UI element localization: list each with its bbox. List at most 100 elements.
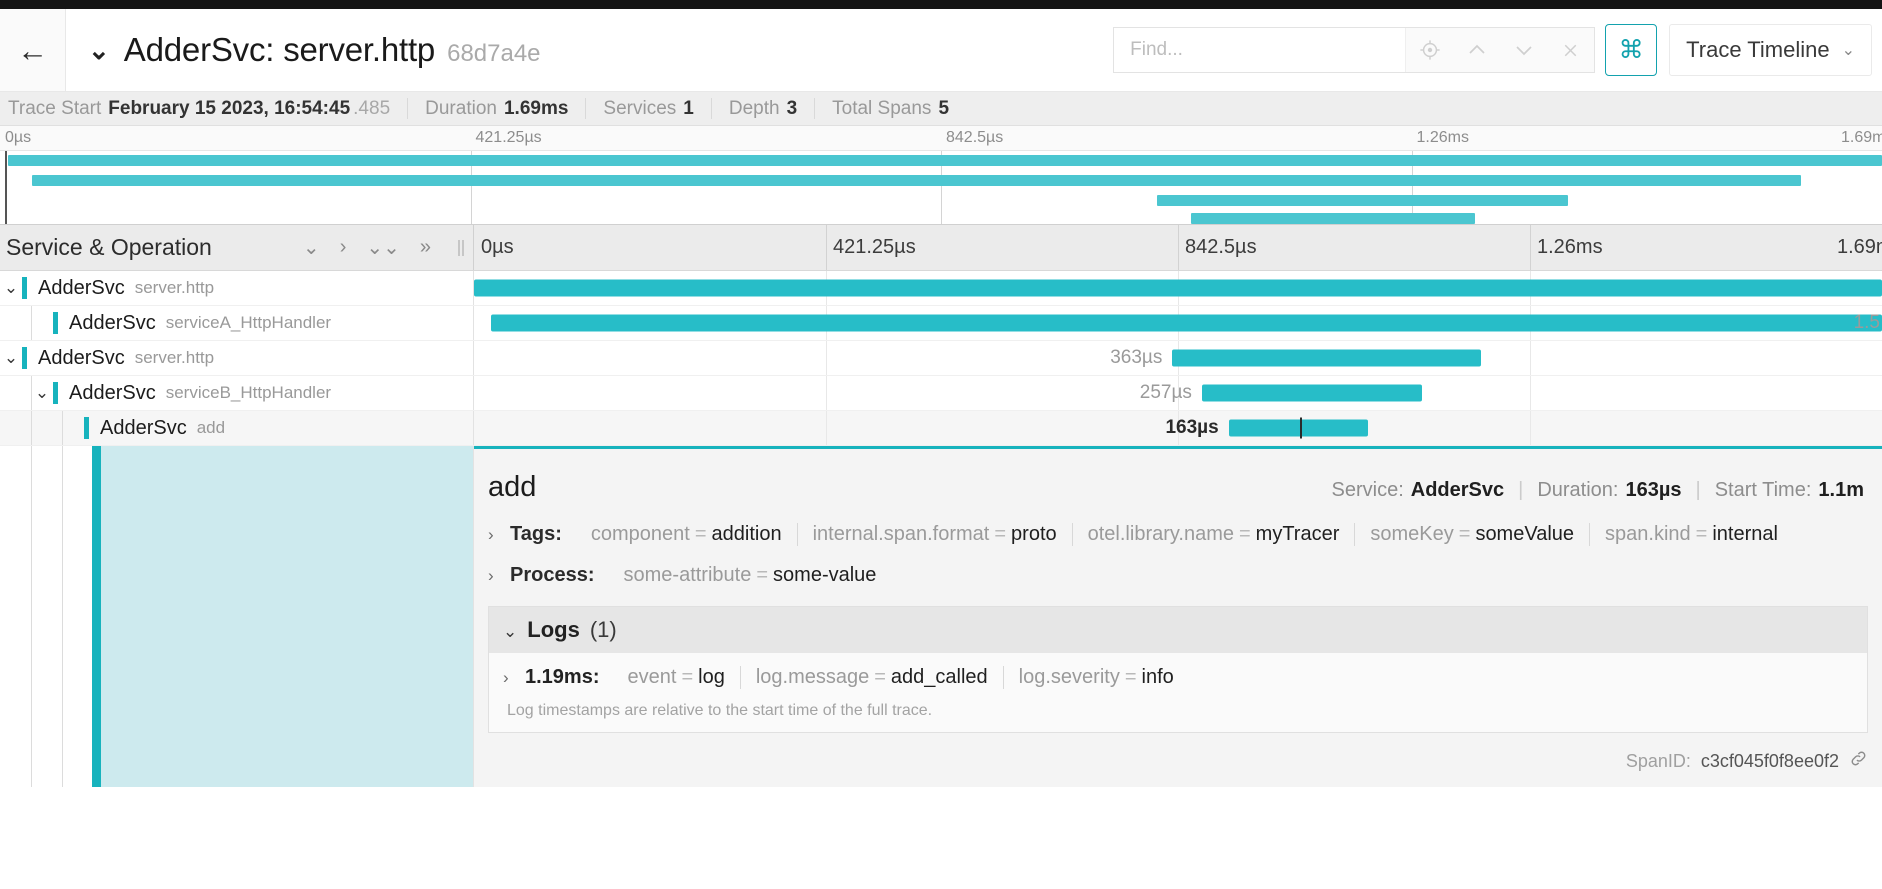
log-field-item: log.severity = info [1004,666,1189,689]
logs-note: Log timestamps are relative to the start… [507,702,933,719]
span-log-marker[interactable] [1300,417,1303,439]
span-duration-label: 257µs [1139,382,1192,403]
span-row-timeline[interactable]: 257µs [474,376,1882,410]
span-id-label: SpanID: [1625,750,1691,771]
log-field-key: event [627,666,677,688]
tag-key: internal.span.format [812,523,990,545]
double-chevron-down-icon[interactable]: ⌄⌄ [366,237,400,259]
span-row-label[interactable]: ⌄ AdderSvc server.http [0,271,474,305]
chevron-down-icon[interactable] [1500,28,1547,72]
span-row-timeline[interactable]: 163µs [474,411,1882,445]
double-chevron-right-icon[interactable]: » [419,236,431,258]
log-entry[interactable]: › 1.19ms: event = log log.message = add_called l… [489,653,1867,702]
span-operation-name: serviceB_HttpHandler [165,383,332,402]
chevron-right-icon[interactable]: › [488,525,494,544]
column-resize-handle[interactable] [458,239,464,256]
chevron-down-icon[interactable]: ⌄ [88,35,110,65]
span-expand-caret[interactable]: ⌄ [3,348,19,367]
view-mode-label: Trace Timeline [1686,37,1830,62]
trace-minimap[interactable]: 0µs 421.25µs 842.5µs 1.26ms 1.69ms [0,126,1882,225]
span-row-label[interactable]: ⌄ AdderSvc server.http [0,341,474,375]
span-duration-bar[interactable] [474,279,1882,297]
timeline-gridline [826,376,827,410]
chevron-right-icon[interactable]: › [503,668,509,687]
span-duration-bar[interactable] [490,314,1882,332]
chevron-down-icon[interactable]: ⌄ [302,237,320,259]
trace-info-label: Duration [425,98,497,119]
span-service-color-bar [22,277,27,299]
span-row[interactable]: AdderSvc add 163µs [0,411,1882,446]
log-timestamp: 1.19ms: [525,666,600,688]
span-service-name: AdderSvc [38,276,125,299]
minimap-drag-handle-left[interactable] [0,151,7,224]
trace-info-value: 3 [786,98,798,119]
keyboard-shortcut-icon[interactable]: ⌘ [1605,24,1658,76]
header-controls: ⌘ Trace Timeline ⌄ [1113,24,1882,76]
span-table-header: Service & Operation ⌄ › ⌄⌄ » 0µs 421.25µs… [0,225,1882,271]
trace-info-label: Services [603,98,677,119]
equals-sign: = [756,564,769,586]
span-row-timeline[interactable]: 363µs [474,341,1882,375]
duration-label: Duration: [1537,479,1619,501]
search-input[interactable] [1114,28,1406,72]
equals-sign: = [1238,523,1251,545]
span-logs-section: ⌄ Logs (1) › 1.19ms: event = log log.message =… [488,606,1868,733]
link-icon[interactable] [1849,749,1868,773]
trace-info-label: Depth [728,98,780,119]
log-field-value: info [1141,666,1174,688]
span-column-header: Service & Operation ⌄ › ⌄⌄ » [0,225,474,270]
span-row[interactable]: ⌄ AdderSvc server.http [0,271,1882,306]
service-label: Service: [1331,479,1404,501]
tag-value: someValue [1475,523,1575,545]
timeline-gridline [826,341,827,375]
process-key: some-attribute [623,564,752,586]
chevron-up-icon[interactable] [1453,28,1500,72]
timeline-tick-label: 842.5µs [1185,236,1257,258]
tag-value: myTracer [1255,523,1340,545]
minimap-body[interactable] [0,151,1882,225]
span-row-timeline[interactable]: 1.5 [474,306,1882,340]
minimap-gridline [470,151,472,224]
span-row-label[interactable]: AdderSvc serviceA_HttpHandler [0,306,474,340]
close-x-icon[interactable] [1547,28,1594,72]
back-button[interactable]: ← [0,9,66,91]
service-value: AdderSvc [1410,479,1505,501]
span-service-name: AdderSvc [69,381,156,404]
span-expand-caret[interactable]: ⌄ [3,278,19,297]
span-row[interactable]: AdderSvc serviceA_HttpHandler 1.5 [0,306,1882,341]
crosshair-target-icon[interactable] [1406,28,1453,72]
span-row-label[interactable]: ⌄ AdderSvc serviceB_HttpHandler [0,376,474,410]
chevron-right-icon[interactable]: › [339,236,347,258]
minimap-span-bar [7,155,1882,166]
span-expand-caret[interactable]: ⌄ [34,383,50,402]
span-operation-name: add [196,418,226,437]
window-top-strip [0,0,1882,9]
meta-divider: | [1695,479,1701,501]
span-detail-panel: add Service: AdderSvc | Duration: 163µs … [474,446,1882,787]
span-row-label[interactable]: AdderSvc add [0,411,474,445]
tag-item: span.kind = internal [1590,523,1793,546]
logs-header[interactable]: ⌄ Logs (1) [489,607,1867,653]
minimap-tick-label: 0µs [5,129,32,146]
span-duration-bar[interactable] [1228,419,1369,437]
span-accent-bar [92,446,101,787]
minimap-gridline [941,151,942,224]
minimap-tick-label: 1.69ms [1841,129,1882,146]
view-mode-select[interactable]: Trace Timeline ⌄ [1669,24,1872,76]
chevron-right-icon[interactable]: › [488,566,494,585]
span-detail-gutter [0,446,474,787]
tree-guide-line [31,376,32,410]
span-row[interactable]: ⌄ AdderSvc serviceB_HttpHandler 257µs [0,376,1882,411]
process-value: some-value [773,564,877,586]
span-duration-bar[interactable] [1201,384,1422,402]
logs-count: (1) [589,617,617,642]
trace-info-value: 5 [938,98,950,119]
span-row-timeline[interactable] [474,271,1882,305]
arrow-left-icon: ← [17,32,48,68]
timeline-gridline [1178,411,1179,445]
span-row[interactable]: ⌄ AdderSvc server.http 363µs [0,341,1882,376]
timeline-gridline [826,411,827,445]
equals-sign: = [681,666,694,688]
span-duration-bar[interactable] [1172,349,1481,367]
tree-guide-line [31,446,32,787]
